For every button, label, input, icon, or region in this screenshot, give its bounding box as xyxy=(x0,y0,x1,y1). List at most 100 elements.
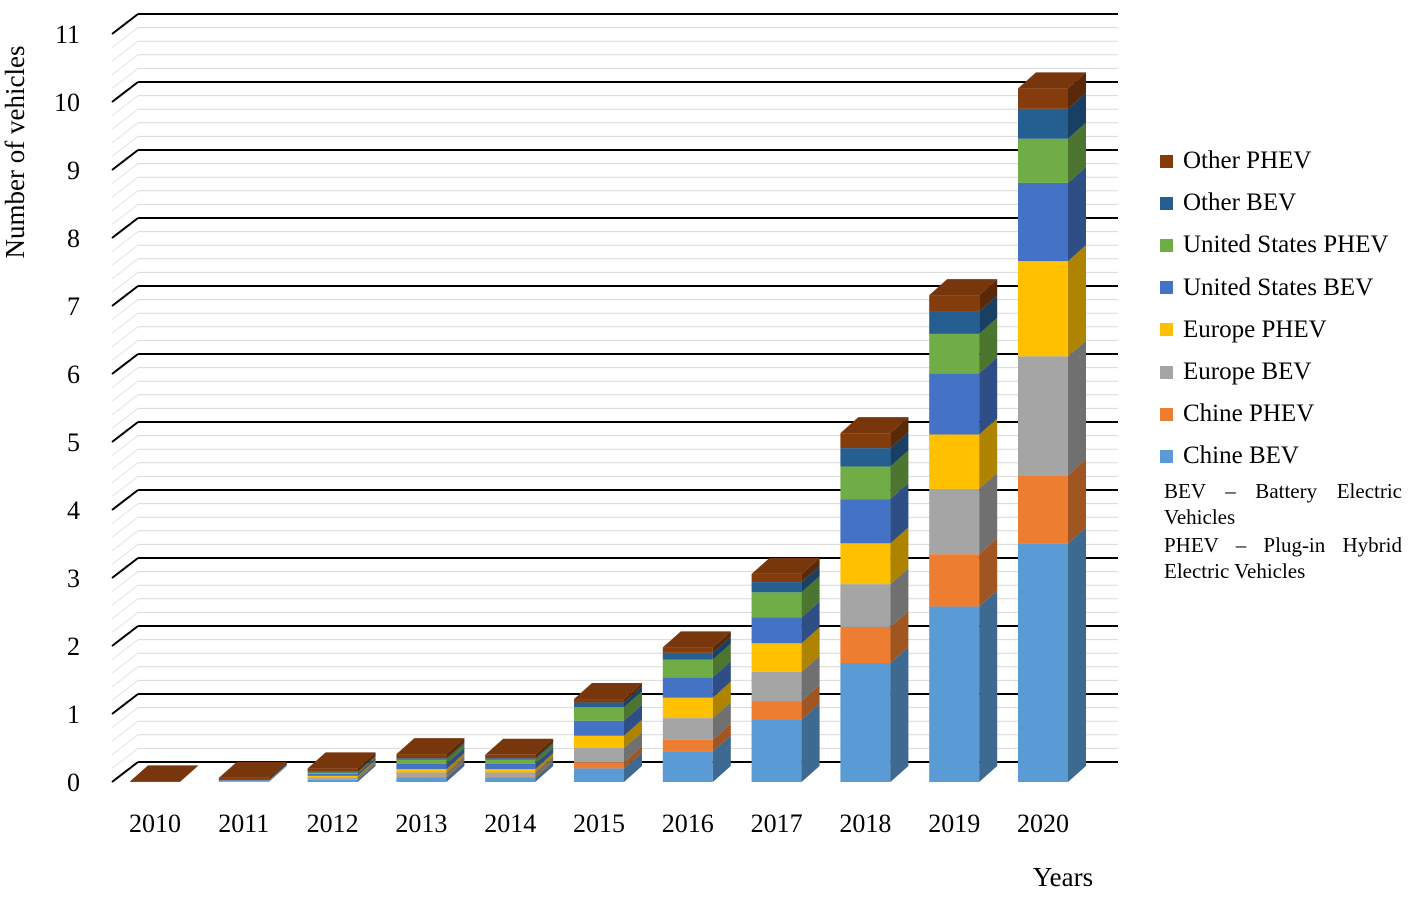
minor-gridline-depth xyxy=(111,435,139,456)
bar-segment-side xyxy=(712,723,731,752)
bar-segment-side xyxy=(624,683,642,703)
bar-segment xyxy=(485,759,536,764)
bar-segment xyxy=(396,763,447,770)
bar-segment-side xyxy=(801,566,820,593)
x-tick-label: 2011 xyxy=(218,809,269,838)
major-gridline-depth xyxy=(111,285,139,307)
bar-segment xyxy=(396,769,447,773)
bar-segment xyxy=(218,779,269,781)
x-tick-label: 2018 xyxy=(839,809,891,838)
x-tick-label: 2016 xyxy=(662,809,714,838)
minor-gridline-depth xyxy=(111,68,139,89)
bar-segment xyxy=(840,448,891,467)
bar-segment-side xyxy=(979,295,998,334)
bar-segment xyxy=(485,754,536,759)
minor-gridline-depth xyxy=(111,476,139,497)
bar-segment xyxy=(751,701,802,720)
bar-segment xyxy=(751,617,802,644)
legend-label: United States BEV xyxy=(1183,273,1374,301)
bar-stack-2018 xyxy=(840,417,909,782)
bar-stack-2019 xyxy=(929,279,998,782)
bar-segment-side xyxy=(535,738,554,759)
bar-segment xyxy=(840,433,891,449)
bar-top-face xyxy=(485,738,554,755)
x-axis-title: Years xyxy=(1033,862,1093,892)
legend-label: Europe PHEV xyxy=(1183,315,1327,343)
bar-segment xyxy=(929,554,980,607)
bar-segment xyxy=(1018,475,1068,544)
x-tick-label: 2014 xyxy=(484,809,536,838)
bar-segment-side xyxy=(624,686,642,708)
minor-gridline-depth xyxy=(111,652,139,674)
minor-gridline-depth xyxy=(111,598,139,620)
y-tick-label: 4 xyxy=(67,496,80,525)
minor-gridline-depth xyxy=(111,571,139,592)
bar-top-face xyxy=(929,279,998,296)
bar-segment xyxy=(218,781,269,782)
major-gridline-depth xyxy=(111,217,139,239)
minor-gridline-depth xyxy=(111,190,139,212)
bar-segment-side xyxy=(357,752,376,772)
legend-swatch xyxy=(1160,323,1173,337)
bar-segment-side xyxy=(624,746,642,769)
y-tick-label: 11 xyxy=(55,20,80,49)
bar-segment-side xyxy=(535,761,554,782)
bar-segment-side xyxy=(624,691,642,721)
bar-segment xyxy=(485,776,536,778)
minor-gridline-depth xyxy=(111,163,139,184)
bar-segment xyxy=(396,754,447,759)
bar-stack-2015 xyxy=(574,683,642,782)
bar-segment-side xyxy=(1068,92,1086,139)
bar-segment xyxy=(307,779,358,780)
bar-segment-side xyxy=(1068,245,1086,357)
bar-stack-2020 xyxy=(1018,72,1086,782)
bar-segment xyxy=(662,677,713,698)
bar-segment-side xyxy=(180,765,198,782)
bar-segment xyxy=(396,758,447,760)
bar-segment xyxy=(1018,261,1068,357)
bar-segment-side xyxy=(801,703,820,782)
bar-segment-side xyxy=(268,761,287,780)
bar-segment-side xyxy=(1068,72,1086,109)
minor-gridline-depth xyxy=(111,340,139,361)
bar-segment xyxy=(929,606,980,782)
bar-segment xyxy=(574,762,624,769)
bar-segment-side xyxy=(801,576,820,618)
bar-segment-side xyxy=(890,432,909,467)
legend-item: United States BEV xyxy=(1160,267,1416,309)
bar-segment xyxy=(307,772,358,774)
bar-segment-side xyxy=(357,756,376,774)
bar-segment xyxy=(840,626,891,663)
bar-segment xyxy=(574,720,624,736)
bar-segment xyxy=(574,702,624,708)
y-tick-label: 5 xyxy=(67,428,80,457)
bar-segment-side xyxy=(1068,166,1086,262)
bar-segment xyxy=(751,671,802,702)
major-gridline-depth xyxy=(111,761,139,783)
bar-segment-side xyxy=(357,755,376,773)
bar-segment-side xyxy=(1068,122,1086,183)
bar-segment xyxy=(751,643,802,672)
bar-top-face xyxy=(751,557,820,574)
legend-swatch xyxy=(1160,449,1173,463)
bar-segment-side xyxy=(801,601,820,644)
bar-stack-2011 xyxy=(218,761,287,782)
bar-segment-side xyxy=(801,557,820,583)
bar-segment-side xyxy=(890,610,909,663)
bar-segment-side xyxy=(979,538,998,607)
bar-segment xyxy=(307,779,358,782)
bar-segment-side xyxy=(801,685,820,720)
bar-segment-side xyxy=(1068,527,1086,782)
legend-item: Chine PHEV xyxy=(1160,393,1416,435)
bar-segment xyxy=(574,699,624,703)
major-gridline-depth xyxy=(111,557,139,579)
major-gridline-depth xyxy=(111,625,139,647)
minor-gridline-depth xyxy=(111,612,139,633)
minor-gridline-depth xyxy=(111,380,139,402)
bar-segment-side xyxy=(535,743,554,764)
minor-gridline-depth xyxy=(111,40,139,62)
bar-segment-side xyxy=(624,704,642,736)
bar-segment xyxy=(574,768,624,782)
bar-segment-side xyxy=(890,647,909,782)
minor-gridline-depth xyxy=(111,136,139,157)
